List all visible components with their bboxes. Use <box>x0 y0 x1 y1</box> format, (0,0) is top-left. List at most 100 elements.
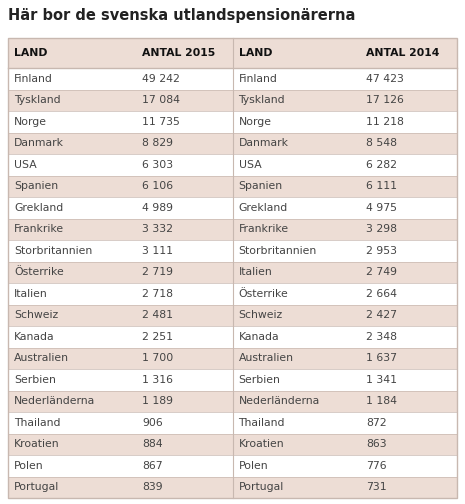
Text: 8 548: 8 548 <box>366 138 398 148</box>
Text: Schweiz: Schweiz <box>14 310 58 320</box>
Bar <box>8 283 457 304</box>
Text: Här bor de svenska utlandspensionärerna: Här bor de svenska utlandspensionärerna <box>8 8 355 23</box>
Text: Australien: Australien <box>14 353 69 363</box>
Text: 2 251: 2 251 <box>142 332 173 342</box>
Bar <box>8 326 457 347</box>
Text: 863: 863 <box>366 439 387 449</box>
Text: 2 664: 2 664 <box>366 289 398 299</box>
Text: Serbien: Serbien <box>239 375 280 385</box>
Bar <box>8 175 457 197</box>
Text: Österrike: Österrike <box>239 289 288 299</box>
Text: 867: 867 <box>142 461 163 471</box>
Text: 2 953: 2 953 <box>366 246 398 256</box>
Bar <box>8 262 457 283</box>
Text: Portugal: Portugal <box>239 482 284 492</box>
Bar <box>8 90 457 111</box>
Text: USA: USA <box>239 160 261 170</box>
Bar <box>8 133 457 154</box>
Text: 1 184: 1 184 <box>366 396 398 406</box>
Text: Frankrike: Frankrike <box>239 224 289 234</box>
Text: Australien: Australien <box>239 353 293 363</box>
Text: 47 423: 47 423 <box>366 74 405 84</box>
Text: 2 718: 2 718 <box>142 289 173 299</box>
Text: Nederländerna: Nederländerna <box>239 396 320 406</box>
Text: 776: 776 <box>366 461 387 471</box>
Text: LAND: LAND <box>239 48 272 58</box>
Text: 2 719: 2 719 <box>142 267 173 277</box>
Bar <box>8 68 457 90</box>
Text: ANTAL 2014: ANTAL 2014 <box>366 48 440 58</box>
Text: Thailand: Thailand <box>239 418 285 428</box>
Text: Danmark: Danmark <box>14 138 64 148</box>
Text: 1 316: 1 316 <box>142 375 173 385</box>
Text: Danmark: Danmark <box>239 138 288 148</box>
Bar <box>8 369 457 391</box>
Text: ANTAL 2015: ANTAL 2015 <box>142 48 215 58</box>
Bar <box>8 240 457 262</box>
Text: Tyskland: Tyskland <box>14 95 60 105</box>
Bar <box>8 219 457 240</box>
Text: Finland: Finland <box>14 74 53 84</box>
Bar <box>8 38 457 68</box>
Text: Polen: Polen <box>14 461 44 471</box>
Text: Italien: Italien <box>239 267 272 277</box>
Text: 8 829: 8 829 <box>142 138 173 148</box>
Text: Portugal: Portugal <box>14 482 59 492</box>
Text: 2 427: 2 427 <box>366 310 398 320</box>
Text: Kanada: Kanada <box>14 332 54 342</box>
Text: Thailand: Thailand <box>14 418 60 428</box>
Text: Nederländerna: Nederländerna <box>14 396 95 406</box>
Text: 2 749: 2 749 <box>366 267 398 277</box>
Text: Storbritannien: Storbritannien <box>239 246 317 256</box>
Bar <box>8 476 457 498</box>
Text: Norge: Norge <box>239 117 272 127</box>
Text: 731: 731 <box>366 482 387 492</box>
Text: Tyskland: Tyskland <box>239 95 285 105</box>
Text: LAND: LAND <box>14 48 47 58</box>
Text: Italien: Italien <box>14 289 48 299</box>
Text: 17 084: 17 084 <box>142 95 180 105</box>
Text: 4 989: 4 989 <box>142 203 173 213</box>
Text: Grekland: Grekland <box>14 203 63 213</box>
Text: 1 341: 1 341 <box>366 375 398 385</box>
Bar <box>8 197 457 219</box>
Text: Grekland: Grekland <box>239 203 288 213</box>
Text: Spanien: Spanien <box>239 181 283 191</box>
Text: Schweiz: Schweiz <box>239 310 283 320</box>
Text: 906: 906 <box>142 418 163 428</box>
Text: 11 218: 11 218 <box>366 117 405 127</box>
Text: Norge: Norge <box>14 117 47 127</box>
Text: 3 111: 3 111 <box>142 246 173 256</box>
Text: 49 242: 49 242 <box>142 74 180 84</box>
Text: 839: 839 <box>142 482 163 492</box>
Text: 2 348: 2 348 <box>366 332 398 342</box>
Text: 2 481: 2 481 <box>142 310 173 320</box>
Text: 6 282: 6 282 <box>366 160 398 170</box>
Text: Spanien: Spanien <box>14 181 58 191</box>
Bar <box>8 412 457 433</box>
Bar <box>8 154 457 175</box>
Text: 6 106: 6 106 <box>142 181 173 191</box>
Text: Frankrike: Frankrike <box>14 224 64 234</box>
Bar <box>8 455 457 476</box>
Bar <box>8 347 457 369</box>
Text: 6 111: 6 111 <box>366 181 398 191</box>
Bar <box>8 111 457 133</box>
Text: Storbritannien: Storbritannien <box>14 246 92 256</box>
Text: 11 735: 11 735 <box>142 117 180 127</box>
Text: 1 637: 1 637 <box>366 353 398 363</box>
Text: Serbien: Serbien <box>14 375 56 385</box>
Text: 884: 884 <box>142 439 163 449</box>
Text: 3 298: 3 298 <box>366 224 398 234</box>
Text: 3 332: 3 332 <box>142 224 173 234</box>
Text: Kroatien: Kroatien <box>239 439 284 449</box>
Text: 1 189: 1 189 <box>142 396 173 406</box>
Text: Finland: Finland <box>239 74 278 84</box>
Bar <box>8 433 457 455</box>
Text: 6 303: 6 303 <box>142 160 173 170</box>
Text: 4 975: 4 975 <box>366 203 398 213</box>
Text: 872: 872 <box>366 418 387 428</box>
Text: Polen: Polen <box>239 461 268 471</box>
Text: 1 700: 1 700 <box>142 353 173 363</box>
Text: Kanada: Kanada <box>239 332 279 342</box>
